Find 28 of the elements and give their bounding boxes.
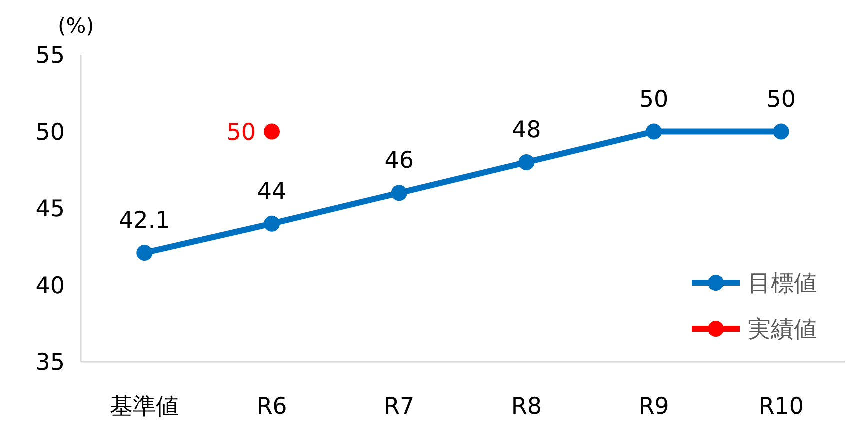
point bbox=[518, 154, 535, 170]
data-label: 50 bbox=[766, 86, 796, 113]
data-label: 42.1 bbox=[119, 208, 170, 234]
x-tick-label: 基準値 bbox=[110, 394, 180, 420]
point bbox=[646, 124, 662, 140]
y-tick-label: 50 bbox=[36, 120, 65, 146]
x-tick-label: R6 bbox=[256, 394, 288, 420]
data-label: 44 bbox=[257, 178, 287, 205]
data-label: 50 bbox=[226, 120, 256, 146]
y-tick-label: 40 bbox=[36, 273, 65, 300]
x-tick-label: R9 bbox=[638, 394, 670, 420]
point bbox=[136, 245, 153, 262]
x-tick-label: R10 bbox=[758, 394, 804, 420]
point bbox=[773, 124, 790, 140]
point bbox=[264, 216, 280, 232]
point bbox=[264, 124, 280, 140]
x-tick-label: R7 bbox=[384, 394, 415, 420]
point bbox=[391, 185, 408, 202]
data-label: 46 bbox=[384, 148, 414, 174]
y-axis-title: (%) bbox=[58, 14, 94, 38]
data-label: 48 bbox=[512, 117, 542, 144]
y-tick-label: 45 bbox=[36, 196, 65, 222]
y-tick-label: 55 bbox=[36, 43, 65, 69]
data-label: 50 bbox=[639, 86, 669, 113]
y-tick-label: 35 bbox=[36, 350, 65, 376]
x-tick-label: R8 bbox=[511, 394, 542, 420]
legend-label: 実績値 bbox=[748, 317, 817, 343]
legend-label: 目標値 bbox=[748, 271, 817, 297]
